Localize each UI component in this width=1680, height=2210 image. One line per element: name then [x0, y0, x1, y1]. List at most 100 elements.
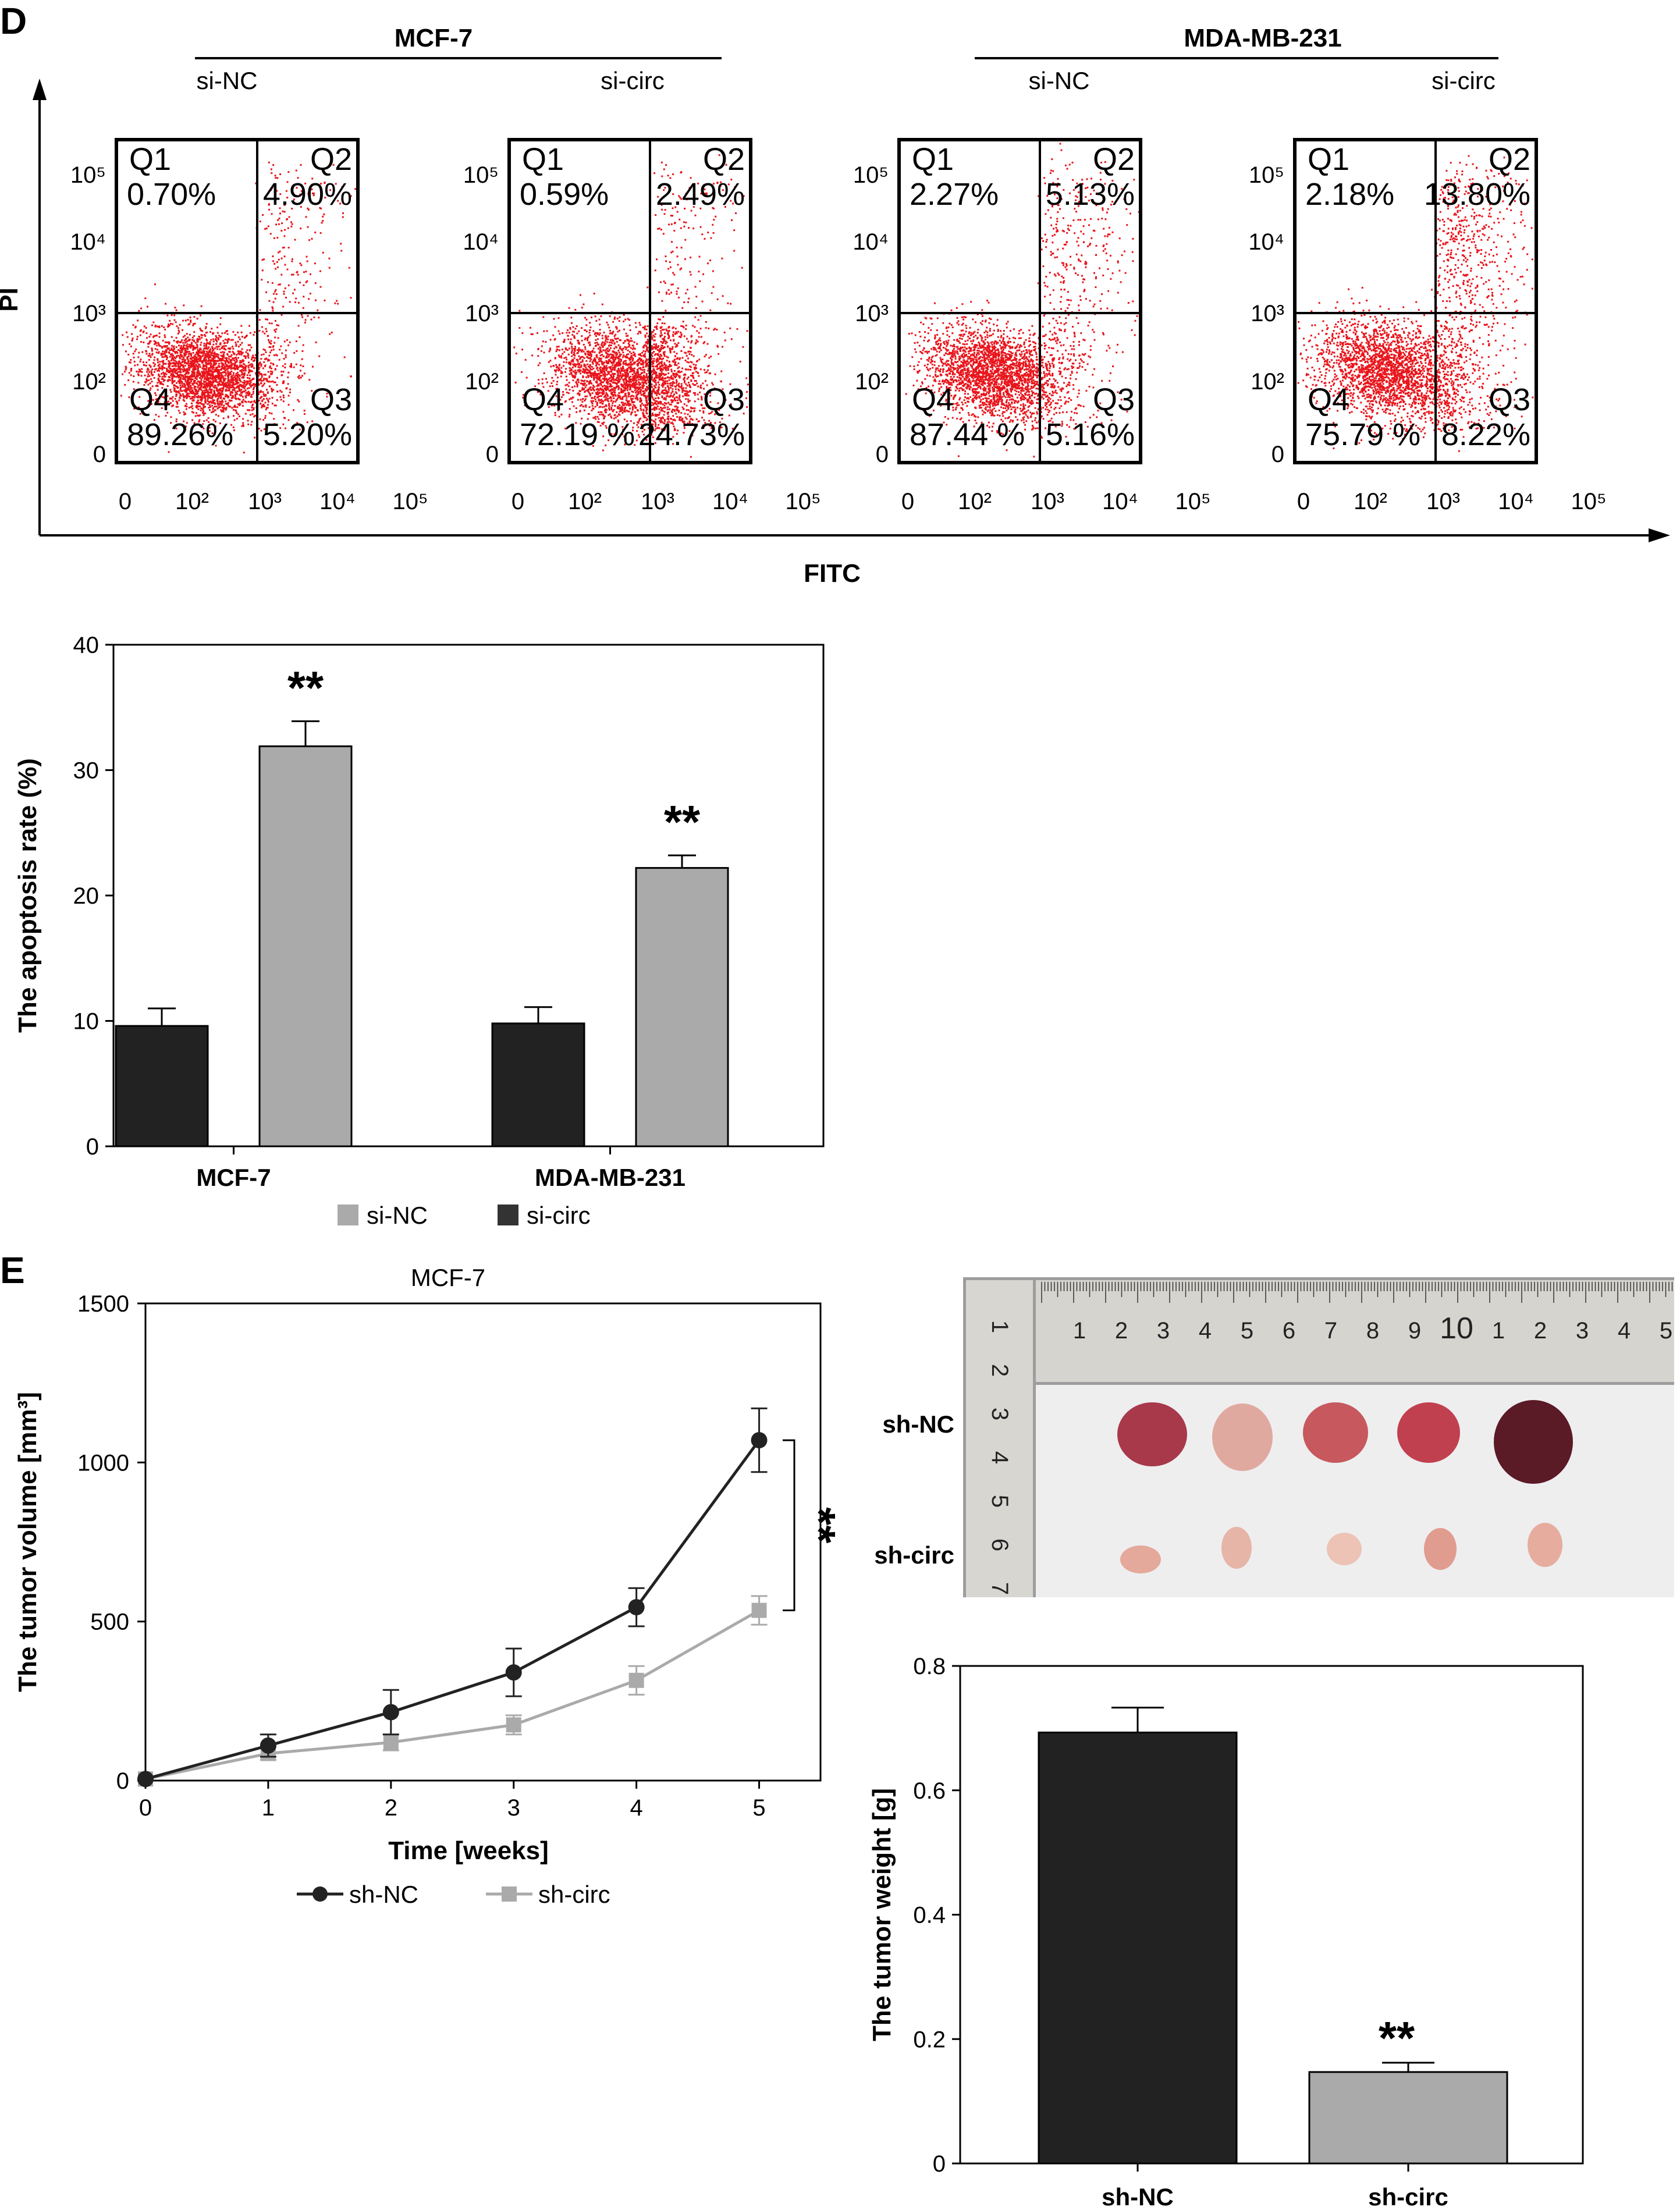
flow-dot	[170, 362, 172, 364]
flow-dot	[592, 347, 595, 350]
flow-dot	[275, 331, 276, 333]
flow-dot	[579, 370, 581, 372]
flow-dot	[196, 374, 198, 376]
flow-dot	[147, 383, 150, 386]
flow-dot	[228, 399, 230, 402]
flow-dot	[165, 358, 168, 360]
flow-dot	[326, 191, 328, 193]
flow-dot	[634, 385, 636, 388]
flow-dot	[521, 332, 524, 334]
flow-dot	[187, 361, 189, 363]
flow-dot	[151, 374, 154, 376]
flow-dot	[580, 294, 581, 296]
flow-dot	[659, 365, 661, 367]
flow-dot	[342, 212, 344, 214]
flow-dot	[633, 377, 635, 379]
flow-dot	[645, 395, 647, 397]
flow-dot	[609, 380, 611, 382]
flow-dot	[207, 342, 209, 344]
flow-dot	[568, 307, 570, 309]
flow-dot	[140, 329, 142, 331]
flow-dot	[687, 398, 689, 400]
flow-dot	[208, 373, 211, 375]
flow-dot	[179, 354, 182, 357]
flow-dot	[571, 374, 573, 376]
flow-dot	[182, 364, 183, 366]
flow-dot	[162, 356, 164, 358]
flow-dot	[168, 371, 170, 374]
flow-dot	[191, 374, 193, 376]
flow-dot	[190, 376, 192, 378]
flow-dot	[626, 385, 628, 388]
flow-dot	[272, 349, 275, 351]
flow-dot	[187, 336, 189, 339]
flow-dot	[518, 327, 521, 329]
flow-dot	[623, 435, 626, 438]
flow-dot	[271, 388, 273, 390]
flow-dot	[233, 429, 235, 431]
flow-dot	[672, 400, 674, 402]
flow-dot	[168, 347, 170, 350]
flow-dot	[230, 370, 233, 372]
flow-x-tick-label: 10⁵	[392, 489, 428, 514]
flow-dot	[242, 375, 244, 378]
flow-dot	[275, 177, 277, 179]
flow-dot	[589, 329, 591, 331]
flow-dot	[274, 336, 276, 339]
flow-dot	[219, 403, 221, 404]
flow-dot	[158, 369, 161, 372]
flow-dot	[263, 405, 265, 407]
flow-dot	[186, 357, 189, 359]
flow-dot	[191, 364, 194, 366]
flow-dot	[210, 339, 212, 341]
flow-dot	[596, 404, 598, 406]
flow-dot	[580, 364, 583, 367]
flow-dot	[214, 369, 216, 371]
flow-dot	[176, 406, 179, 408]
flow-dot	[180, 365, 182, 367]
flow-dot	[556, 348, 558, 350]
flow-dot	[260, 390, 262, 392]
flow-dot	[190, 321, 192, 323]
flow-dot	[688, 395, 690, 397]
flow-dot	[214, 420, 216, 422]
flow-dot	[203, 371, 205, 373]
flow-dot	[154, 283, 156, 286]
flow-dot	[676, 415, 679, 418]
flow-dot	[205, 383, 207, 385]
flow-dot	[564, 348, 567, 350]
flow-dot	[583, 371, 585, 373]
flow-dot	[181, 339, 183, 342]
flow-dot	[275, 328, 278, 331]
flow-dot	[181, 354, 183, 357]
flow-dot	[694, 400, 696, 403]
flow-dot	[584, 400, 586, 402]
flow-dot	[563, 365, 564, 367]
flow-dot	[624, 356, 626, 358]
flow-dot	[271, 397, 274, 399]
flow-dot	[640, 424, 642, 426]
flow-dot	[302, 365, 304, 367]
flow-dot	[610, 368, 612, 370]
flow-dot	[225, 408, 227, 410]
flow-dot	[594, 396, 596, 397]
flow-dot	[182, 336, 184, 338]
flow-dot	[265, 393, 267, 396]
flow-dot	[244, 368, 246, 370]
flow-dot	[169, 353, 172, 356]
flow-dot	[218, 396, 220, 398]
flow-dot	[307, 226, 309, 228]
flow-dot	[197, 367, 199, 369]
flow-dot	[219, 422, 221, 424]
flow-dot	[200, 384, 202, 386]
flow-dot	[647, 346, 649, 349]
flow-dot	[234, 361, 236, 364]
flow-dot	[612, 389, 614, 391]
flow-dot	[261, 399, 264, 402]
flow-dot	[180, 363, 182, 365]
flow-dot	[184, 389, 187, 392]
flow-dot	[150, 365, 152, 367]
flow-dot	[194, 360, 197, 363]
flow-dot	[589, 372, 592, 375]
flow-dot	[555, 395, 557, 397]
